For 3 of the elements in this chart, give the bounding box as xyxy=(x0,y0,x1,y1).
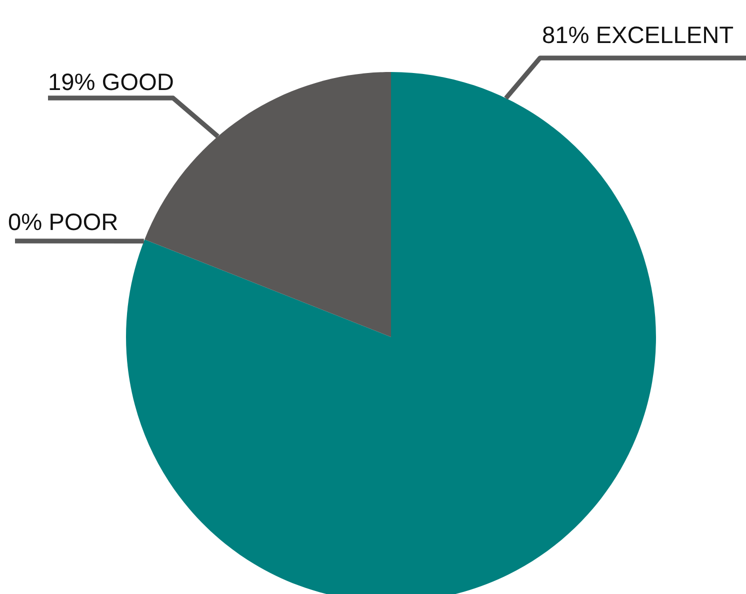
text: 0% POOR xyxy=(8,214,118,230)
slice-label: 19% GOOD xyxy=(50,74,173,90)
slice-label: 81% EXCELLENT xyxy=(543,26,734,44)
